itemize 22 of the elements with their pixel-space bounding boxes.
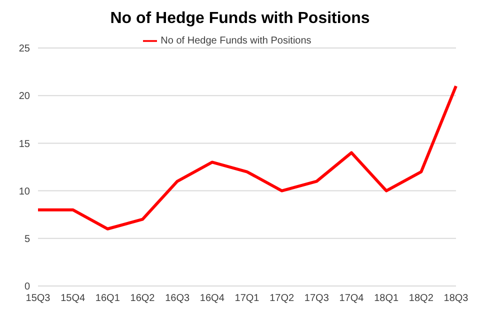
y-tick-label: 5 <box>24 234 30 245</box>
y-tick-label: 15 <box>18 138 30 150</box>
x-tick-label: 18Q3 <box>444 293 469 304</box>
x-tick-label: 18Q2 <box>408 293 434 304</box>
y-tick-label: 25 <box>18 44 30 55</box>
y-tick-label: 20 <box>18 91 30 102</box>
y-tick-label: 0 <box>24 282 30 293</box>
x-tick-label: 17Q4 <box>339 293 364 304</box>
chart-title: No of Hedge Funds with Positions <box>109 9 371 29</box>
x-tick-label: 16Q3 <box>165 293 190 304</box>
x-tick-label: 17Q2 <box>270 293 294 304</box>
x-tick-label: 17Q3 <box>304 293 330 304</box>
x-tick-label: 16Q2 <box>130 293 156 304</box>
x-tick-label: 16Q1 <box>95 293 120 304</box>
line-series <box>36 84 458 230</box>
x-tick-label: 17Q1 <box>234 293 260 304</box>
legend-label: No of Hedge Funds with Positions <box>160 36 312 47</box>
x-tick-label: 15Q4 <box>60 293 86 304</box>
y-tick-label: 10 <box>18 186 30 198</box>
x-tick-label: 15Q3 <box>26 293 51 304</box>
x-tick-label: 16Q4 <box>200 293 225 304</box>
x-tick-label: 18Q1 <box>374 293 399 304</box>
